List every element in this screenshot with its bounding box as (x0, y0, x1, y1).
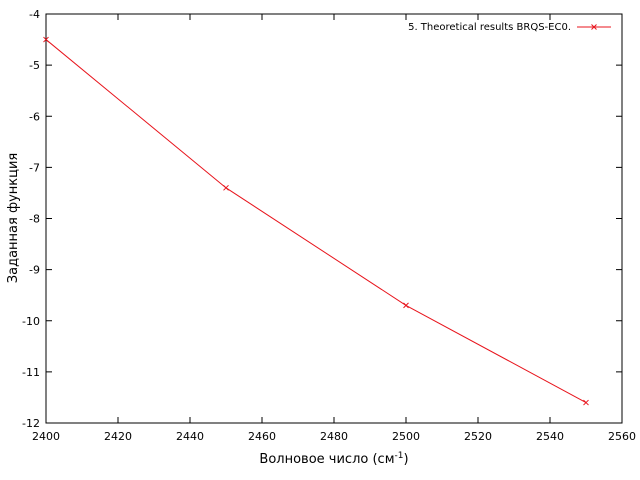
x-tick-label: 2420 (104, 430, 132, 443)
marker-stroke (223, 184, 229, 191)
plot-frame (45, 13, 623, 424)
x-tick-label: 2440 (176, 430, 204, 443)
y-tick-label: -11 (22, 366, 40, 379)
y-tick-label: -5 (29, 59, 40, 72)
y-tick-label: -6 (29, 110, 40, 123)
marker-stroke (583, 399, 589, 406)
data-point (43, 36, 49, 43)
y-tick-label: -7 (29, 161, 40, 174)
data-point (223, 184, 229, 191)
data-point (583, 399, 589, 406)
x-tick-label: 2560 (608, 430, 636, 443)
y-tick-label: -8 (29, 213, 40, 226)
legend: 5. Theoretical results BRQS-EC0. (408, 22, 611, 33)
y-tick-label: -9 (29, 264, 40, 277)
data-point (403, 302, 409, 309)
y-tick-label: -4 (29, 8, 40, 21)
legend-label: 5. Theoretical results BRQS-EC0. (408, 22, 571, 33)
y-tick-label: -10 (22, 315, 40, 328)
x-tick-label: 2460 (248, 430, 276, 443)
marker-stroke (403, 302, 409, 309)
legend-marker-x (591, 24, 597, 30)
y-tick-label: -12 (22, 417, 40, 430)
x-axis-title: Волновое число (см-1) (259, 451, 408, 467)
x-tick-label: 2500 (392, 430, 420, 443)
x-tick-label: 2520 (464, 430, 492, 443)
x-tick-label: 2540 (536, 430, 564, 443)
x-axis-ticks: 2400 2420 2440 2460 2480 2500 2520 2540 2560 (32, 14, 636, 443)
x-tick-label: 2400 (32, 430, 60, 443)
series-line (45, 39, 587, 403)
y-axis-title: Заданная функция (6, 153, 21, 283)
y-axis-ticks: -4 -5 -6 -7 -8 -9 -10 -11 -12 (22, 8, 622, 430)
marker-stroke (591, 24, 597, 30)
x-tick-label: 2480 (320, 430, 348, 443)
marker-stroke (43, 36, 49, 43)
series-layer (43, 36, 589, 406)
legend-marker (591, 24, 597, 30)
